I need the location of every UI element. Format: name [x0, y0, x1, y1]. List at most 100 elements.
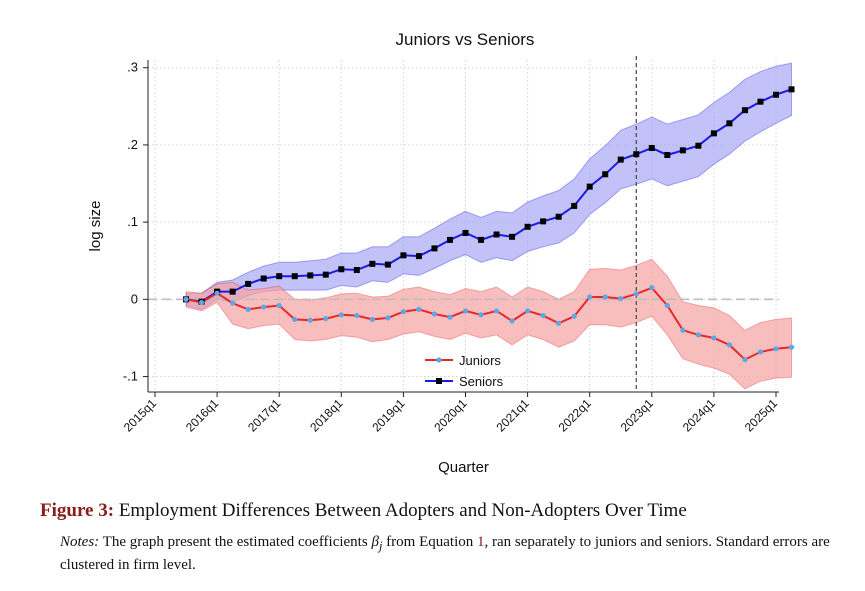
juniors-point: [307, 317, 313, 323]
juniors-point: [649, 285, 655, 291]
figure-caption-text: Employment Differences Between Adopters …: [118, 500, 687, 521]
seniors-point: [400, 252, 407, 259]
seniors-point: [245, 280, 252, 287]
juniors-point: [664, 302, 670, 309]
juniors-point: [773, 346, 779, 352]
y-tick-label: .2: [127, 137, 138, 152]
juniors-point: [462, 308, 469, 314]
seniors-point: [679, 147, 686, 154]
juniors-point: [602, 294, 608, 300]
seniors-point: [524, 223, 531, 230]
seniors-point: [462, 229, 469, 236]
x-axis-label: Quarter: [438, 459, 489, 476]
notes-text-after: , ran separately to juniors and seniors.…: [60, 534, 830, 573]
seniors-point: [741, 107, 748, 114]
juniors-point: [261, 304, 267, 310]
figure-caption: Figure 3: Employment Differences Between…: [40, 500, 840, 522]
x-tick-label: 2018q1: [307, 396, 345, 434]
seniors-point: [710, 130, 717, 137]
seniors-point: [276, 273, 283, 280]
juniors-point: [183, 296, 189, 302]
seniors-point: [353, 267, 360, 274]
juniors-legend-marker: [436, 357, 442, 363]
seniors-point: [664, 151, 671, 158]
seniors-point: [695, 142, 702, 149]
y-tick-label: .3: [127, 60, 138, 75]
seniors-point: [509, 233, 516, 240]
juniors-point: [431, 311, 438, 317]
seniors-point: [788, 86, 795, 93]
figure-label: Figure 3:: [40, 500, 115, 521]
juniors-point: [276, 302, 282, 309]
juniors-point: [323, 316, 329, 322]
seniors-point: [415, 253, 422, 260]
juniors-point: [385, 315, 391, 321]
juniors-point: [493, 308, 500, 314]
juniors-point: [742, 356, 748, 363]
chart-title: Juniors vs Seniors: [396, 30, 535, 49]
seniors-point: [478, 236, 485, 243]
seniors-point: [648, 145, 655, 152]
y-tick-label: 0: [131, 291, 138, 306]
juniors-point: [416, 306, 422, 312]
juniors-point: [369, 316, 375, 323]
juniors-point: [556, 320, 562, 326]
juniors-point: [711, 335, 717, 341]
seniors-point: [633, 151, 640, 158]
x-tick-label: 2019q1: [369, 396, 407, 434]
juniors-line: [185, 286, 792, 361]
y-tick-label: -.1: [123, 369, 138, 384]
juniors-point: [757, 349, 764, 355]
x-tick-label: 2017q1: [245, 396, 283, 434]
chart-figure: Juniors vs Seniors -.1 0 .1 .2 .3 2015q1 2016q…: [87, 30, 795, 476]
juniors-point: [230, 300, 236, 306]
juniors-point: [633, 291, 639, 297]
legend: Juniors Seniors: [425, 353, 504, 389]
seniors-point: [384, 261, 391, 268]
seniors-point: [617, 156, 624, 163]
juniors-legend-label: Juniors: [459, 353, 501, 368]
confidence-bands: [185, 62, 792, 390]
seniors-point: [307, 272, 314, 279]
juniors-point: [680, 327, 686, 333]
reference-lines: [148, 56, 779, 392]
juniors-point: [198, 299, 205, 306]
x-tick-label: 2024q1: [680, 396, 718, 434]
series-lines: [185, 88, 792, 361]
seniors-legend-label: Seniors: [459, 374, 504, 389]
juniors-point: [726, 342, 733, 348]
seniors-point: [322, 271, 329, 278]
notes-text-middle: from Equation: [386, 534, 474, 550]
seniors-point: [260, 275, 267, 282]
x-tick-label: 2022q1: [556, 396, 594, 434]
juniors-point: [571, 313, 577, 319]
seniors-point: [586, 183, 593, 190]
juniors-point: [788, 344, 795, 350]
x-tick-label: 2015q1: [121, 396, 159, 434]
juniors-point: [587, 294, 593, 300]
x-tick-label: 2021q1: [494, 396, 532, 434]
seniors-point: [540, 218, 547, 225]
seniors-point: [338, 266, 345, 273]
juniors-point: [354, 312, 360, 319]
series-markers: [183, 86, 795, 363]
seniors-point: [571, 202, 578, 209]
juniors-point: [478, 312, 484, 318]
x-tick-label: 2023q1: [618, 396, 656, 434]
figure-notes: Notes: The graph present the estimated c…: [60, 533, 830, 575]
juniors-point: [400, 309, 406, 315]
seniors-point: [726, 120, 733, 127]
x-tick-label: 2025q1: [742, 396, 780, 434]
seniors-point: [369, 260, 376, 267]
juniors-point: [695, 332, 701, 338]
seniors-point: [493, 231, 500, 238]
juniors-point: [292, 316, 298, 323]
juniors-point: [447, 314, 453, 320]
seniors-line: [185, 88, 792, 303]
seniors-point: [431, 245, 438, 252]
juniors-point: [525, 308, 531, 314]
equation-reference[interactable]: 1: [477, 534, 485, 550]
notes-text-before: The graph present the estimated coeffici…: [102, 534, 368, 550]
beta-symbol: β: [371, 534, 379, 550]
notes-label: Notes:: [60, 534, 100, 550]
